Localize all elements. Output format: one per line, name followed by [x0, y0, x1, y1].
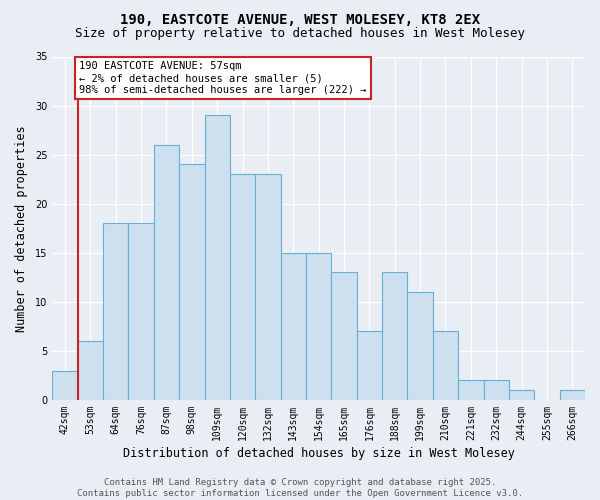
- Bar: [255, 174, 281, 400]
- Bar: [154, 145, 179, 400]
- X-axis label: Distribution of detached houses by size in West Molesey: Distribution of detached houses by size …: [123, 447, 515, 460]
- Bar: [306, 253, 331, 400]
- Bar: [179, 164, 205, 400]
- Bar: [407, 292, 433, 400]
- Bar: [433, 332, 458, 400]
- Bar: [357, 332, 382, 400]
- Bar: [77, 341, 103, 400]
- Bar: [509, 390, 534, 400]
- Text: Contains HM Land Registry data © Crown copyright and database right 2025.
Contai: Contains HM Land Registry data © Crown c…: [77, 478, 523, 498]
- Bar: [103, 224, 128, 400]
- Bar: [484, 380, 509, 400]
- Bar: [560, 390, 585, 400]
- Bar: [230, 174, 255, 400]
- Bar: [205, 116, 230, 400]
- Bar: [331, 272, 357, 400]
- Bar: [52, 370, 77, 400]
- Text: Size of property relative to detached houses in West Molesey: Size of property relative to detached ho…: [75, 28, 525, 40]
- Y-axis label: Number of detached properties: Number of detached properties: [15, 125, 28, 332]
- Bar: [128, 224, 154, 400]
- Bar: [458, 380, 484, 400]
- Text: 190, EASTCOTE AVENUE, WEST MOLESEY, KT8 2EX: 190, EASTCOTE AVENUE, WEST MOLESEY, KT8 …: [120, 12, 480, 26]
- Bar: [281, 253, 306, 400]
- Bar: [382, 272, 407, 400]
- Text: 190 EASTCOTE AVENUE: 57sqm
← 2% of detached houses are smaller (5)
98% of semi-d: 190 EASTCOTE AVENUE: 57sqm ← 2% of detac…: [79, 62, 367, 94]
